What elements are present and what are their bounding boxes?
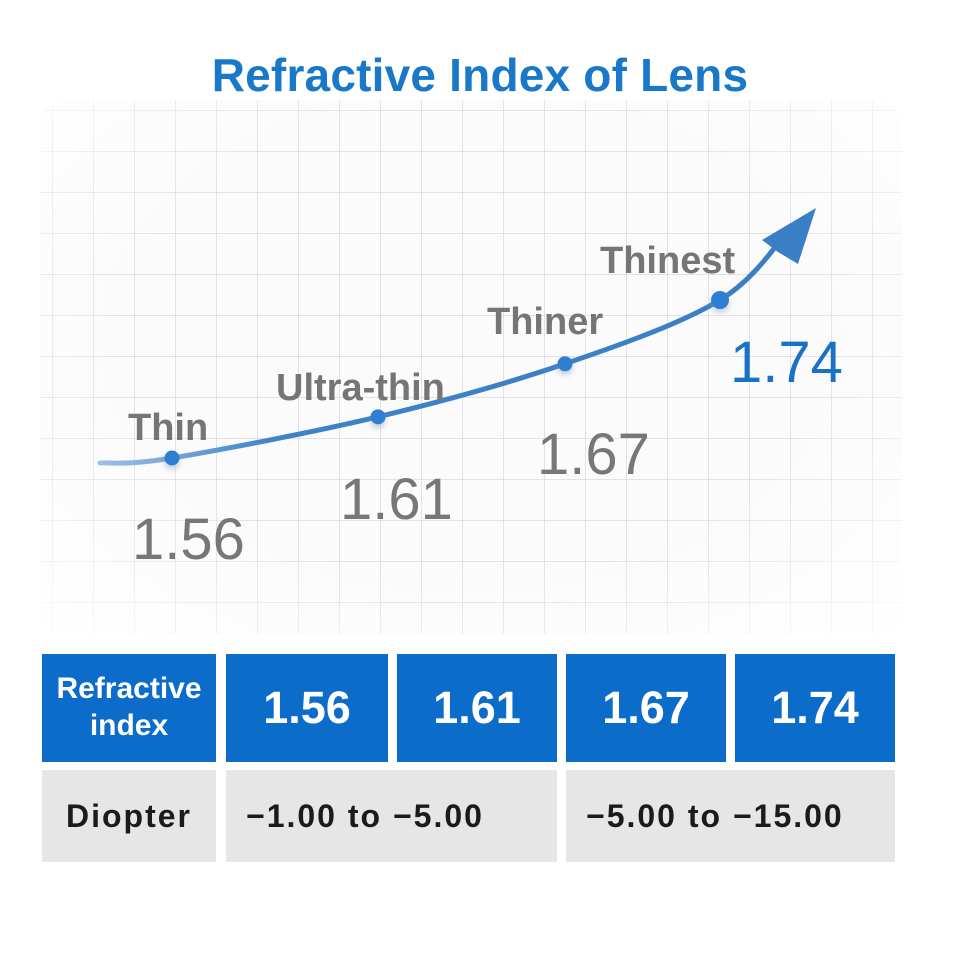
index-value-1.56: 1.56 [263, 682, 351, 733]
diopter-header: Diopter [42, 770, 216, 862]
index-value-1.61: 1.61 [433, 682, 521, 733]
diopter-header-label: Diopter [66, 797, 192, 834]
stage-label-2: Ultra-thin [276, 367, 445, 409]
page-title: Refractive Index of Lens [211, 49, 749, 101]
data-point-1.56 [164, 450, 180, 466]
diopter-range-low: −1.00 to −5.00 [246, 797, 484, 834]
index-cell-3: 1.67 [566, 654, 726, 762]
refractive-index-header-label: Refractive index [56, 672, 202, 742]
diopter-range-high: −5.00 to −15.00 [586, 797, 844, 834]
value-label-4: 1.74 [730, 330, 843, 395]
stage-label-4: Thinest [600, 240, 735, 282]
diopter-range-cell-2: −5.00 to −15.00 [566, 770, 895, 862]
value-label-2: 1.61 [340, 467, 453, 532]
value-label-3: 1.67 [537, 422, 650, 487]
data-point-1.74 [711, 291, 729, 309]
stage-label-3: Thiner [487, 301, 603, 343]
data-point-1.61 [370, 409, 386, 425]
index-value-1.74: 1.74 [771, 682, 859, 733]
refractive-index-header: Refractive index [42, 654, 216, 762]
trend-arrowhead [762, 208, 816, 264]
refractive-index-chart: Thin 1.56 Ultra-thin 1.61 Thiner 1.67 Thinest 1… [97, 208, 843, 572]
diopter-range-cell-1: −1.00 to −5.00 [226, 770, 557, 862]
index-cell-4: 1.74 [735, 654, 895, 762]
value-label-1: 1.56 [132, 507, 245, 572]
index-cell-1: 1.56 [226, 654, 388, 762]
data-point-1.67 [557, 356, 573, 372]
index-cell-2: 1.61 [397, 654, 557, 762]
index-value-1.67: 1.67 [602, 682, 690, 733]
stage-label-1: Thin [128, 407, 208, 449]
